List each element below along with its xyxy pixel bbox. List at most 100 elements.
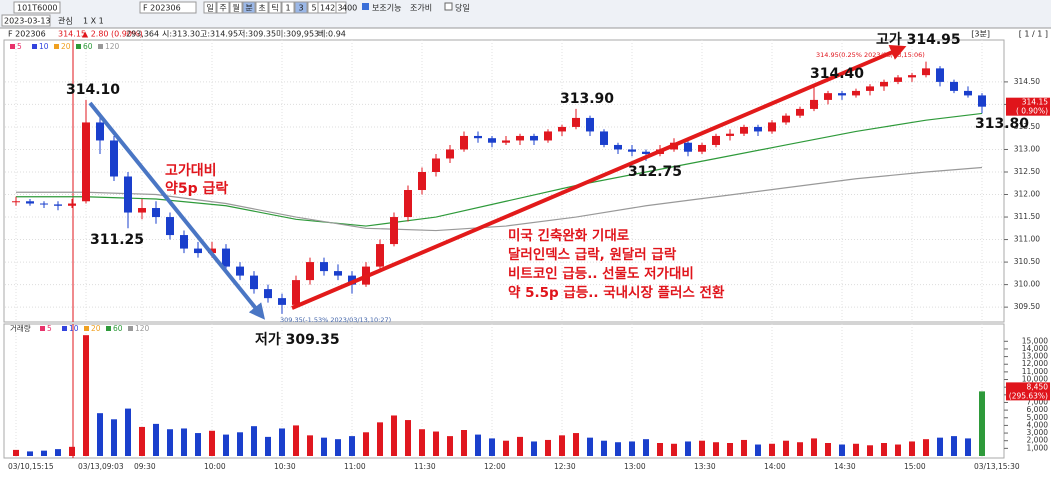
legend-swatch (76, 44, 81, 49)
count: 142 (320, 4, 335, 13)
interval-label: 3 (337, 4, 342, 13)
y-tick-label: 5,000 (1027, 413, 1049, 422)
volume-bar (209, 430, 215, 456)
volume-bar (223, 434, 229, 456)
rise-arrow (291, 45, 907, 310)
volume-bar (97, 413, 103, 456)
legend-label: 20 (61, 42, 71, 51)
today-check[interactable] (444, 2, 453, 11)
period-button[interactable] (216, 1, 230, 14)
y-tick-label: 14,000 (1022, 344, 1048, 353)
volume-bar (867, 445, 873, 456)
date-input[interactable] (1, 14, 51, 27)
annotation: 고가 314.95 (876, 32, 961, 48)
volume-bar (587, 437, 593, 456)
volume-bar (139, 426, 145, 456)
period-button[interactable] (242, 1, 256, 14)
candle-body (418, 171, 426, 191)
candle-body (726, 133, 734, 136)
volume-bar (545, 439, 551, 456)
period-label: 분 (245, 4, 252, 13)
period-button[interactable] (255, 1, 269, 14)
volume-bar (615, 442, 621, 456)
x-tick-label: 10:30 (274, 462, 296, 471)
volume-bar (69, 446, 75, 456)
info-name: F 202306 (8, 30, 46, 39)
y-tick-label: 12,000 (1022, 359, 1048, 368)
volume-bar (657, 443, 663, 456)
period-label: 월 (232, 3, 239, 13)
volume-title: 거래량 (10, 324, 31, 333)
volume-tag-label: 8,450 (1027, 382, 1049, 391)
x-tick-label: 11:00 (344, 462, 366, 471)
interval-button[interactable] (281, 1, 295, 14)
candle-body (474, 135, 482, 139)
period-button[interactable] (229, 1, 243, 14)
legend-label: 60 (113, 324, 123, 333)
volume-bar (895, 444, 901, 456)
candle-body (348, 275, 356, 285)
annotation: 314.40 (810, 66, 864, 82)
candle-body (236, 266, 244, 276)
volume-bar (965, 438, 971, 456)
candle-body (502, 140, 510, 143)
settings[interactable]: 조가비 (410, 4, 432, 13)
low-note: 309.35(-1.53% 2023/03/13,10:27) (280, 316, 391, 324)
name-input[interactable] (139, 1, 197, 14)
legend-swatch (128, 326, 133, 331)
volume-bar (909, 441, 915, 456)
candle-body (390, 217, 398, 245)
count-input[interactable] (317, 1, 337, 14)
moving-average (16, 112, 983, 227)
volume-bar (293, 425, 299, 456)
today[interactable]: 당일 (455, 3, 470, 13)
candle-body (964, 90, 972, 96)
info-volume: 293,364 (126, 30, 159, 39)
legend-label: 120 (135, 324, 150, 333)
x-tick-label: 14:00 (764, 462, 786, 471)
volume-bar (853, 443, 859, 456)
y-tick-label: 309.50 (1014, 302, 1040, 311)
legend-swatch (62, 326, 67, 331)
interval-button[interactable] (294, 1, 308, 14)
candle-body (782, 115, 790, 123)
aux-check[interactable] (362, 3, 369, 10)
period-button[interactable] (203, 1, 217, 14)
max: 400 (342, 4, 357, 13)
legend-label: 20 (91, 324, 101, 333)
layout[interactable]: 1 X 1 (83, 17, 104, 26)
volume-bar (363, 432, 369, 456)
period-button[interactable] (268, 1, 282, 14)
volume-pane (3, 323, 1005, 459)
code-input[interactable] (13, 1, 61, 14)
aux[interactable]: 보조기능 (372, 4, 401, 13)
candle-body (166, 217, 174, 236)
candle-body (320, 262, 328, 272)
interval-label: 3 (298, 4, 303, 13)
x-tick-label: 03/13,15:30 (974, 462, 1020, 471)
legend-label: 5 (47, 324, 52, 333)
volume-bar (629, 441, 635, 456)
candle-body (334, 271, 342, 276)
legend-swatch (10, 44, 15, 49)
volume-bar (755, 444, 761, 456)
date: 2023-03-13 (4, 17, 51, 26)
x-tick-label: 12:30 (554, 462, 576, 471)
volume-bar (699, 440, 705, 456)
info-oi: 미:309,953 (276, 30, 319, 39)
y-tick-label: 312.50 (1014, 167, 1040, 176)
annotation: 313.80 (975, 116, 1029, 132)
x-tick-label: 10:00 (204, 462, 226, 471)
volume-bar (55, 449, 61, 456)
x-tick-label: 03/10,15:15 (8, 462, 54, 471)
volume-bar (181, 428, 187, 456)
candle-body (180, 235, 188, 249)
volume-bar (503, 440, 509, 456)
y-tick-label: 13,000 (1022, 352, 1048, 361)
candle-body (432, 158, 440, 172)
candle-body (124, 176, 132, 213)
watch[interactable]: 관심 (58, 16, 73, 26)
y-tick-label: 2,000 (1027, 436, 1049, 445)
volume-bar (447, 436, 453, 456)
candle-body (558, 126, 566, 132)
